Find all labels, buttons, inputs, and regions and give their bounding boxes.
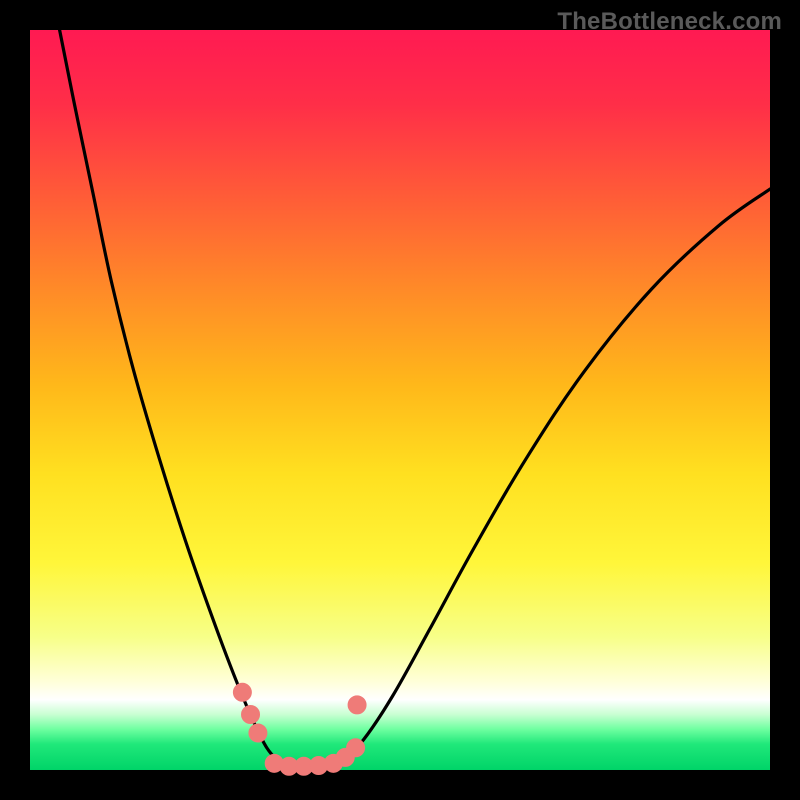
marker-point bbox=[347, 739, 365, 757]
plot-svg bbox=[0, 0, 800, 800]
watermark-text: TheBottleneck.com bbox=[557, 8, 782, 36]
marker-point bbox=[249, 724, 267, 742]
marker-point bbox=[348, 696, 366, 714]
marker-point bbox=[233, 683, 251, 701]
stage: TheBottleneck.com bbox=[0, 0, 800, 800]
marker-point bbox=[242, 706, 260, 724]
